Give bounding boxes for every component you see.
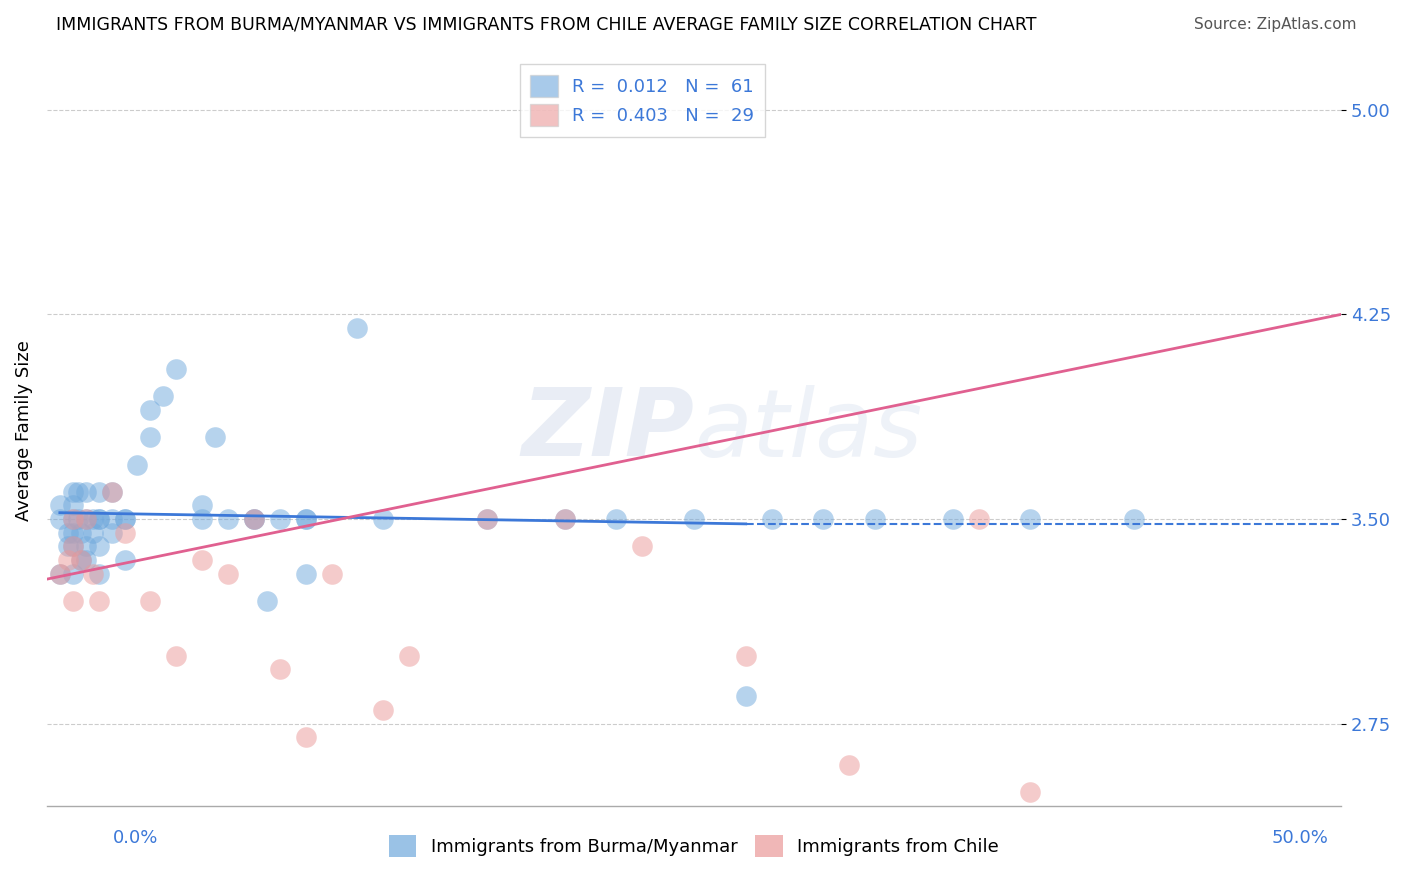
Point bbox=[967, 512, 990, 526]
Point bbox=[139, 594, 162, 608]
Point bbox=[75, 512, 97, 526]
Point bbox=[100, 512, 122, 526]
Point bbox=[69, 553, 91, 567]
Point bbox=[683, 512, 706, 526]
Point bbox=[475, 512, 498, 526]
Point bbox=[62, 499, 84, 513]
Point bbox=[554, 512, 576, 526]
Point bbox=[942, 512, 965, 526]
Text: 0.0%: 0.0% bbox=[112, 829, 157, 847]
Point bbox=[243, 512, 266, 526]
Point bbox=[165, 362, 187, 376]
Point bbox=[813, 512, 835, 526]
Point bbox=[243, 512, 266, 526]
Point bbox=[75, 553, 97, 567]
Point bbox=[256, 594, 278, 608]
Point bbox=[56, 540, 79, 554]
Point bbox=[191, 553, 214, 567]
Point bbox=[346, 321, 368, 335]
Point bbox=[294, 731, 316, 745]
Point bbox=[217, 566, 239, 581]
Point bbox=[49, 512, 72, 526]
Point bbox=[269, 512, 291, 526]
Text: atlas: atlas bbox=[695, 384, 922, 476]
Point bbox=[294, 566, 316, 581]
Point bbox=[863, 512, 886, 526]
Point bbox=[82, 525, 104, 540]
Point bbox=[139, 430, 162, 444]
Point bbox=[114, 512, 136, 526]
Point bbox=[114, 525, 136, 540]
Point bbox=[62, 512, 84, 526]
Point bbox=[49, 499, 72, 513]
Legend: R =  0.012   N =  61, R =  0.403   N =  29: R = 0.012 N = 61, R = 0.403 N = 29 bbox=[520, 64, 765, 137]
Point bbox=[217, 512, 239, 526]
Point bbox=[66, 484, 89, 499]
Point bbox=[69, 553, 91, 567]
Point bbox=[761, 512, 783, 526]
Point bbox=[62, 484, 84, 499]
Point bbox=[75, 484, 97, 499]
Point bbox=[62, 540, 84, 554]
Point bbox=[82, 566, 104, 581]
Point bbox=[734, 648, 756, 663]
Point bbox=[62, 566, 84, 581]
Point bbox=[82, 512, 104, 526]
Point bbox=[475, 512, 498, 526]
Point bbox=[127, 458, 149, 472]
Point bbox=[87, 512, 110, 526]
Point bbox=[56, 553, 79, 567]
Point bbox=[294, 512, 316, 526]
Point bbox=[56, 525, 79, 540]
Point bbox=[62, 540, 84, 554]
Point bbox=[87, 484, 110, 499]
Point bbox=[87, 512, 110, 526]
Point bbox=[75, 512, 97, 526]
Point bbox=[373, 512, 395, 526]
Text: 50.0%: 50.0% bbox=[1272, 829, 1329, 847]
Point bbox=[243, 512, 266, 526]
Point bbox=[87, 540, 110, 554]
Point bbox=[114, 512, 136, 526]
Point bbox=[100, 525, 122, 540]
Point bbox=[87, 566, 110, 581]
Text: ZIP: ZIP bbox=[522, 384, 695, 476]
Text: Source: ZipAtlas.com: Source: ZipAtlas.com bbox=[1194, 18, 1357, 32]
Y-axis label: Average Family Size: Average Family Size bbox=[15, 340, 32, 521]
Point bbox=[321, 566, 343, 581]
Point bbox=[605, 512, 627, 526]
Point bbox=[62, 594, 84, 608]
Point bbox=[269, 662, 291, 676]
Point bbox=[69, 525, 91, 540]
Point bbox=[139, 403, 162, 417]
Point bbox=[87, 594, 110, 608]
Point bbox=[66, 512, 89, 526]
Point bbox=[1123, 512, 1146, 526]
Point bbox=[191, 499, 214, 513]
Point bbox=[62, 512, 84, 526]
Point bbox=[191, 512, 214, 526]
Point bbox=[49, 566, 72, 581]
Point bbox=[1019, 785, 1042, 799]
Point bbox=[165, 648, 187, 663]
Text: IMMIGRANTS FROM BURMA/MYANMAR VS IMMIGRANTS FROM CHILE AVERAGE FAMILY SIZE CORRE: IMMIGRANTS FROM BURMA/MYANMAR VS IMMIGRA… bbox=[56, 15, 1036, 33]
Point bbox=[100, 484, 122, 499]
Point bbox=[62, 525, 84, 540]
Point bbox=[631, 540, 654, 554]
Point bbox=[838, 757, 860, 772]
Point bbox=[114, 553, 136, 567]
Point bbox=[100, 484, 122, 499]
Point bbox=[554, 512, 576, 526]
Point bbox=[204, 430, 226, 444]
Point bbox=[294, 512, 316, 526]
Point bbox=[152, 389, 174, 403]
Point bbox=[373, 703, 395, 717]
Point bbox=[398, 648, 420, 663]
Point bbox=[1019, 512, 1042, 526]
Point bbox=[75, 540, 97, 554]
Point bbox=[734, 690, 756, 704]
Point bbox=[49, 566, 72, 581]
